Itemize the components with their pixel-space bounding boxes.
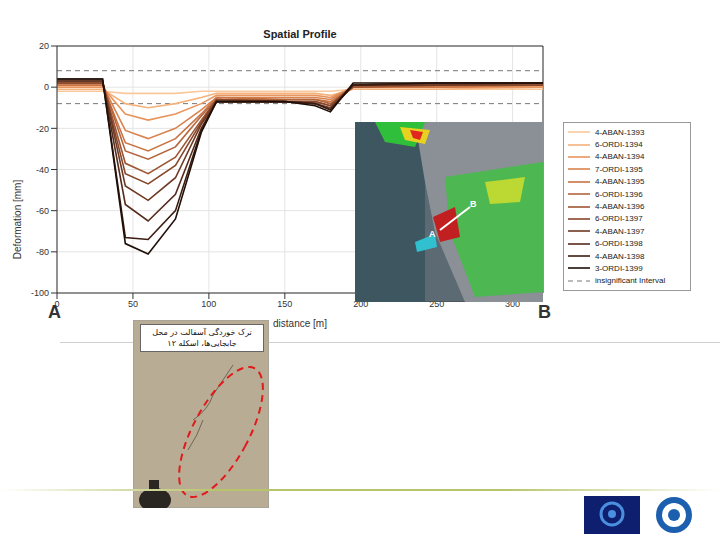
svg-text:150: 150	[277, 299, 292, 309]
html-text:7-ORDI-1395: 7-ORDI-1395	[595, 164, 643, 174]
svg-text:Deformation [mm]: Deformation [mm]	[12, 180, 23, 260]
html-text:6-ORDI-1394: 6-ORDI-1394	[595, 140, 643, 150]
svg-text:-80: -80	[36, 247, 49, 257]
svg-text:B: B	[470, 199, 477, 209]
html-text:6-ORDI-1396: 6-ORDI-1396	[595, 189, 643, 199]
html-text:4-ABAN-1398: 4-ABAN-1398	[595, 251, 645, 261]
html-text:4-ABAN-1395: 4-ABAN-1395	[595, 177, 645, 187]
html-text:Spatial Profile: Spatial Profile	[263, 28, 337, 40]
svg-text:50: 50	[128, 299, 138, 309]
svg-text:20: 20	[39, 41, 49, 51]
html-text:B: B	[538, 302, 551, 322]
html-text:6-ORDI-1397: 6-ORDI-1397	[595, 214, 643, 224]
html-text:3-ORDI-1399: 3-ORDI-1399	[595, 264, 643, 273]
html-text:6-ORDI-1398: 6-ORDI-1398	[595, 239, 643, 249]
svg-text:-60: -60	[36, 206, 49, 216]
svg-text:A: A	[429, 229, 436, 239]
html-text:4-ABAN-1394: 4-ABAN-1394	[595, 152, 645, 162]
svg-text:200: 200	[353, 299, 369, 310]
svg-text:250: 250	[429, 299, 445, 310]
svg-text:100: 100	[201, 299, 216, 309]
html-text:ترک خوردگی آسفالت در محل جابجا: ترک خوردگی آسفالت در محل جابجایی‌ها، اسک…	[152, 328, 252, 348]
html-text:4-ABAN-1396: 4-ABAN-1396	[595, 202, 645, 211]
svg-text:-20: -20	[36, 124, 49, 134]
svg-text:-100: -100	[31, 288, 49, 298]
html-text:4-ABAN-1393: 4-ABAN-1393	[595, 127, 645, 137]
html-text:insignificant Interval: insignificant Interval	[595, 276, 666, 286]
html-text:A: A	[48, 302, 61, 322]
html-text:4-ABAN-1397: 4-ABAN-1397	[595, 226, 645, 236]
svg-text:300: 300	[505, 299, 521, 310]
svg-text:0: 0	[44, 82, 49, 92]
svg-text:-40: -40	[36, 165, 49, 175]
svg-text:distance [m]: distance [m]	[273, 318, 327, 329]
